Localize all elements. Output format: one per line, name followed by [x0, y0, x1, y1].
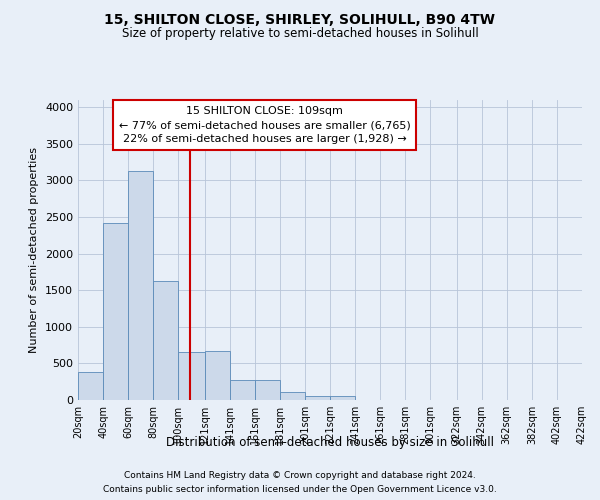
Bar — [153, 282, 178, 400]
Bar — [255, 380, 280, 400]
Text: Contains HM Land Registry data © Crown copyright and database right 2024.: Contains HM Land Registry data © Crown c… — [124, 472, 476, 480]
Text: Size of property relative to semi-detached houses in Solihull: Size of property relative to semi-detach… — [122, 28, 478, 40]
Text: 15, SHILTON CLOSE, SHIRLEY, SOLIHULL, B90 4TW: 15, SHILTON CLOSE, SHIRLEY, SOLIHULL, B9… — [104, 12, 496, 26]
Text: 15 SHILTON CLOSE: 109sqm
← 77% of semi-detached houses are smaller (6,765)
22% o: 15 SHILTON CLOSE: 109sqm ← 77% of semi-d… — [119, 106, 410, 144]
Bar — [128, 171, 153, 400]
Bar — [205, 351, 230, 400]
Bar — [178, 352, 205, 400]
Bar — [230, 380, 255, 400]
Bar — [330, 396, 355, 400]
Bar — [280, 392, 305, 400]
Text: Contains public sector information licensed under the Open Government Licence v3: Contains public sector information licen… — [103, 486, 497, 494]
Bar — [78, 372, 103, 400]
Bar — [103, 223, 128, 400]
Y-axis label: Number of semi-detached properties: Number of semi-detached properties — [29, 147, 40, 353]
Bar — [305, 396, 330, 400]
Text: Distribution of semi-detached houses by size in Solihull: Distribution of semi-detached houses by … — [166, 436, 494, 449]
